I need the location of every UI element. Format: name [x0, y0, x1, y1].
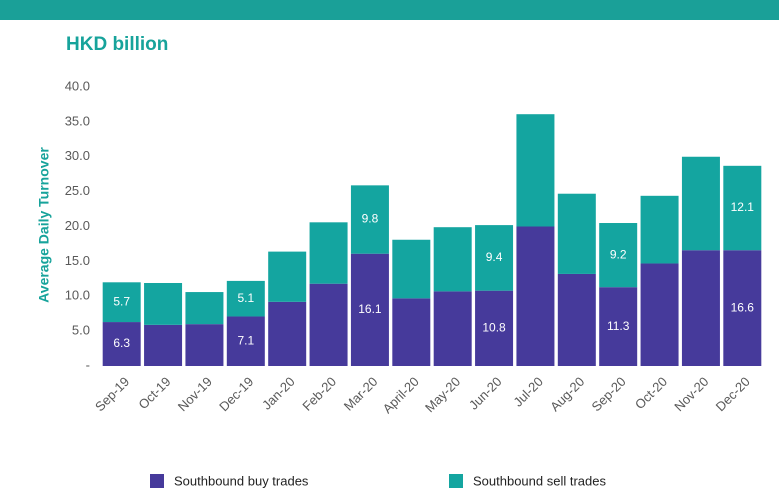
data-label: 9.4	[486, 250, 503, 264]
bar-segment	[102, 322, 141, 366]
bar-segment	[144, 324, 183, 366]
bar-segment	[516, 226, 555, 366]
y-tick-label: -	[86, 357, 90, 372]
legend-label: Southbound sell trades	[473, 473, 606, 488]
bar-segment	[433, 227, 472, 292]
y-tick-label: 35.0	[65, 113, 90, 128]
bar-segment	[309, 283, 348, 366]
bar-segment	[350, 185, 389, 254]
bar-segment	[392, 239, 431, 299]
data-label: 9.8	[362, 212, 379, 226]
bar-segment	[723, 250, 762, 366]
y-tick-label: 5.0	[72, 323, 90, 338]
bar-segment	[268, 301, 307, 366]
bar-segment	[144, 282, 183, 325]
data-label: 6.3	[113, 336, 130, 350]
bar-segment	[681, 250, 720, 366]
legend-label: Southbound buy trades	[174, 473, 309, 488]
data-label: 9.2	[610, 247, 627, 261]
y-tick-label: 25.0	[65, 183, 90, 198]
data-label: 16.6	[731, 300, 755, 314]
bar-segment	[557, 193, 596, 274]
y-tick-label: 30.0	[65, 148, 90, 163]
bar-segment	[185, 292, 224, 325]
data-label: 11.3	[607, 319, 630, 333]
bar-segment	[185, 324, 224, 366]
y-axis-label: Average Daily Turnover	[36, 147, 52, 303]
banner	[0, 0, 779, 20]
bar-segment	[350, 253, 389, 366]
bar-segment	[102, 282, 141, 323]
bar-segment	[433, 291, 472, 366]
data-label: 16.1	[358, 302, 382, 316]
bar-segment	[681, 156, 720, 251]
bar-segment	[268, 251, 307, 302]
data-label: 5.7	[113, 294, 130, 308]
data-label: 5.1	[237, 291, 254, 305]
bar-segment	[475, 225, 514, 291]
bar-segment	[392, 298, 431, 366]
bar-segment	[516, 114, 555, 227]
y-tick-label: 20.0	[65, 218, 90, 233]
y-tick-label: 15.0	[65, 253, 90, 268]
bar-segment	[599, 223, 638, 288]
y-tick-label: 10.0	[65, 288, 90, 303]
legend-swatch	[449, 474, 463, 488]
legend-swatch	[150, 474, 164, 488]
bar-segment	[309, 222, 348, 284]
bar-segment	[723, 165, 762, 251]
bar-segment	[226, 280, 265, 317]
data-label: 10.8	[482, 321, 506, 335]
bar-segment	[557, 273, 596, 366]
bar-segment	[599, 287, 638, 366]
bar-segment	[226, 316, 265, 366]
chart-title: HKD billion	[66, 34, 168, 55]
bar-segment	[640, 195, 679, 264]
bar-segment	[475, 290, 514, 366]
data-label: 12.1	[731, 200, 755, 214]
y-tick-label: 40.0	[65, 78, 90, 93]
bar-segment	[640, 263, 679, 366]
data-label: 7.1	[237, 333, 254, 347]
